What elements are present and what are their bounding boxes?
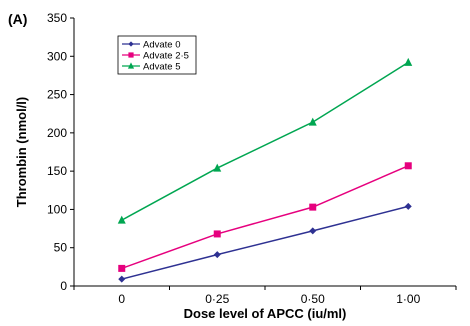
legend-marker — [127, 62, 135, 69]
y-tick-label: 300 — [47, 49, 67, 63]
data-point — [404, 202, 412, 210]
data-point — [309, 227, 317, 235]
series-line — [121, 165, 409, 270]
data-point — [404, 57, 413, 66]
y-tick-label: 350 — [47, 11, 67, 25]
series-line — [121, 205, 409, 280]
data-point — [117, 215, 126, 224]
data-point — [213, 230, 221, 238]
x-tick-label: 1·00 — [396, 292, 420, 306]
y-axis-title: Thrombin (nmol/l) — [14, 97, 29, 207]
series-2 — [118, 162, 412, 272]
legend-entry: Advate 2·5 — [122, 51, 189, 62]
data-point — [118, 264, 126, 272]
series-1 — [118, 202, 412, 283]
data-point — [213, 163, 222, 172]
data-point — [309, 203, 317, 211]
y-tick-label: 50 — [54, 241, 68, 255]
data-point — [118, 275, 126, 283]
legend-label: Advate 2·5 — [143, 51, 189, 62]
y-tick-label: 100 — [47, 202, 67, 216]
legend-label: Advate 5 — [143, 62, 181, 73]
data-point — [404, 162, 412, 170]
series-line — [121, 61, 409, 221]
y-tick-label: 200 — [47, 126, 67, 140]
x-axis-title: Dose level of APCC (iu/ml) — [184, 306, 347, 321]
legend-label: Advate 0 — [143, 40, 181, 51]
x-tick-label: 0 — [118, 292, 125, 306]
series-3 — [117, 57, 413, 224]
y-tick-label: 150 — [47, 164, 67, 178]
data-point — [308, 117, 317, 126]
x-tick-label: 0·50 — [301, 292, 325, 306]
legend-marker — [128, 41, 134, 47]
x-ticks: 0 0·25 0·50 1·00 — [73, 286, 457, 306]
y-tick-label: 250 — [47, 88, 67, 102]
legend-marker — [128, 52, 134, 58]
y-ticks: 0 50 100 150 200 250 300 350 — [47, 11, 74, 293]
legend-entry: Advate 0 — [122, 40, 181, 51]
y-tick-label: 0 — [60, 279, 67, 293]
series-layer — [117, 57, 413, 283]
data-point — [213, 251, 221, 259]
legend-entry: Advate 5 — [122, 62, 181, 73]
x-tick-label: 0·25 — [205, 292, 229, 306]
panel-label: (A) — [8, 11, 27, 27]
